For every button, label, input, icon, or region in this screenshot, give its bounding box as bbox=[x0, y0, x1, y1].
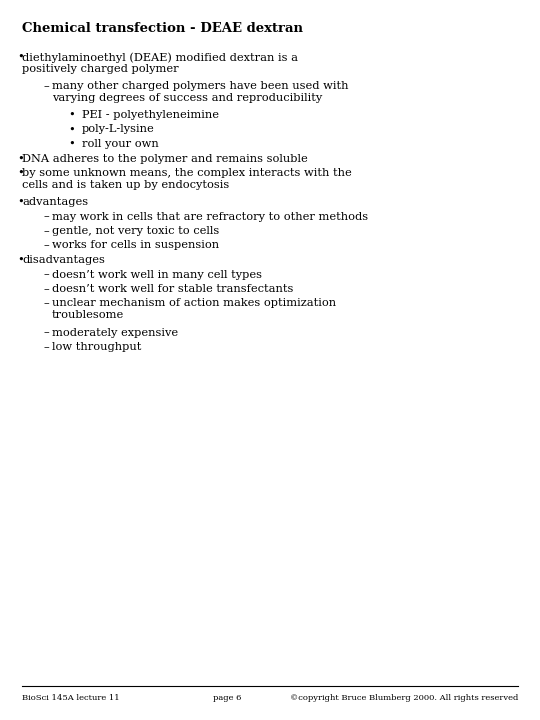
Text: Chemical transfection - DEAE dextran: Chemical transfection - DEAE dextran bbox=[22, 22, 303, 35]
Text: –: – bbox=[43, 226, 49, 236]
Text: •: • bbox=[68, 110, 75, 120]
Text: poly-L-lysine: poly-L-lysine bbox=[82, 125, 155, 135]
Text: BioSci 145A lecture 11: BioSci 145A lecture 11 bbox=[22, 694, 120, 702]
Text: •: • bbox=[17, 255, 24, 265]
Text: many other charged polymers have been used with
varying degrees of success and r: many other charged polymers have been us… bbox=[52, 81, 348, 102]
Text: •: • bbox=[17, 52, 24, 62]
Text: •: • bbox=[68, 139, 75, 149]
Text: –: – bbox=[43, 212, 49, 222]
Text: –: – bbox=[43, 328, 49, 338]
Text: •: • bbox=[17, 168, 24, 178]
Text: –: – bbox=[43, 269, 49, 279]
Text: moderately expensive: moderately expensive bbox=[52, 328, 178, 338]
Text: disadvantages: disadvantages bbox=[22, 255, 105, 265]
Text: may work in cells that are refractory to other methods: may work in cells that are refractory to… bbox=[52, 212, 368, 222]
Text: ©copyright Bruce Blumberg 2000. All rights reserved: ©copyright Bruce Blumberg 2000. All righ… bbox=[289, 694, 518, 702]
Text: –: – bbox=[43, 299, 49, 308]
Text: •: • bbox=[68, 125, 75, 135]
Text: low throughput: low throughput bbox=[52, 342, 141, 352]
Text: –: – bbox=[43, 81, 49, 91]
Text: PEI - polyethyleneimine: PEI - polyethyleneimine bbox=[82, 110, 219, 120]
Text: unclear mechanism of action makes optimization
troublesome: unclear mechanism of action makes optimi… bbox=[52, 299, 336, 320]
Text: –: – bbox=[43, 342, 49, 352]
Text: gentle, not very toxic to cells: gentle, not very toxic to cells bbox=[52, 226, 219, 236]
Text: •: • bbox=[17, 153, 24, 163]
Text: doesn’t work well for stable transfectants: doesn’t work well for stable transfectan… bbox=[52, 284, 293, 294]
Text: by some unknown means, the complex interacts with the
cells and is taken up by e: by some unknown means, the complex inter… bbox=[22, 168, 352, 189]
Text: page 6: page 6 bbox=[213, 694, 241, 702]
Text: –: – bbox=[43, 284, 49, 294]
Text: diethylaminoethyl (DEAE) modified dextran is a
positively charged polymer: diethylaminoethyl (DEAE) modified dextra… bbox=[22, 52, 298, 74]
Text: •: • bbox=[17, 197, 24, 207]
Text: DNA adheres to the polymer and remains soluble: DNA adheres to the polymer and remains s… bbox=[22, 153, 308, 163]
Text: roll your own: roll your own bbox=[82, 139, 159, 149]
Text: doesn’t work well in many cell types: doesn’t work well in many cell types bbox=[52, 269, 262, 279]
Text: works for cells in suspension: works for cells in suspension bbox=[52, 240, 219, 251]
Text: advantages: advantages bbox=[22, 197, 88, 207]
Text: –: – bbox=[43, 240, 49, 251]
